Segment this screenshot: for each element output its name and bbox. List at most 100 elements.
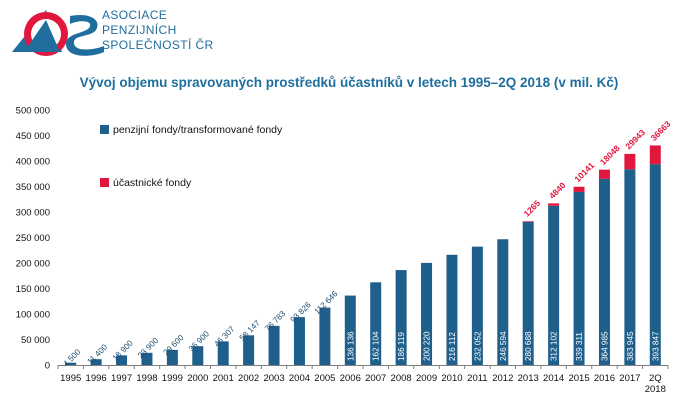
x-tick-label: 1996 <box>86 373 107 384</box>
y-tick-label: 500 000 <box>16 106 50 117</box>
x-tick-label: 2001 <box>213 373 234 384</box>
y-tick-label: 150 000 <box>16 284 50 295</box>
x-tick-label: 1997 <box>111 373 132 384</box>
organization-name: ASOCIACE PENZIJNÍCH SPOLEČNOSTÍ ČR <box>102 8 214 53</box>
bar-pension-funds <box>192 346 204 365</box>
x-tick-label: 2010 <box>441 373 462 384</box>
org-name-line1: ASOCIACE <box>102 8 168 22</box>
x-tick-label: 2018 <box>645 384 666 395</box>
y-tick-label: 50 000 <box>21 335 50 346</box>
y-tick-label: 350 000 <box>16 182 50 193</box>
x-axis-tick-marks <box>57 365 669 369</box>
x-tick-label: 2004 <box>289 373 310 384</box>
x-tick-label: 2014 <box>543 373 564 384</box>
bar-pension-funds <box>90 359 102 365</box>
y-tick-label: 400 000 <box>16 157 50 168</box>
bar-pension-funds <box>421 262 433 365</box>
bar-participant-funds <box>624 153 636 170</box>
bar-pension-funds <box>116 355 128 365</box>
value-label-pension-funds: 364 985 <box>600 331 609 361</box>
value-label-participant-funds: 29943 <box>623 127 647 151</box>
y-axis-tick-labels: 0 50 000 100 000 150 000 200 000 250 000 300 0… <box>16 106 50 372</box>
value-label-participant-funds: 36663 <box>649 119 673 143</box>
x-tick-label: 2012 <box>492 373 513 384</box>
value-label-pension-funds: 200 220 <box>423 331 432 361</box>
org-name-line2: PENZIJNÍCH <box>102 23 177 37</box>
value-label-participant-funds: 4840 <box>547 180 568 201</box>
x-tick-label: 2006 <box>340 373 361 384</box>
bar-participant-funds <box>649 145 661 165</box>
bar-pension-funds <box>141 352 153 365</box>
y-tick-label: 100 000 <box>16 310 50 321</box>
org-name-line3: SPOLEČNOSTÍ ČR <box>102 38 214 52</box>
bar-pension-funds <box>573 191 585 365</box>
value-label-pension-funds: 162 104 <box>372 331 381 361</box>
legend-swatch-participant-funds <box>100 178 109 187</box>
value-label-pension-funds: 383 945 <box>626 331 635 361</box>
x-tick-label: 2000 <box>187 373 208 384</box>
value-label-pension-funds: 136 136 <box>346 331 355 361</box>
x-tick-label: 1998 <box>136 373 157 384</box>
bar-pension-funds <box>243 335 255 365</box>
value-label-participant-funds: 18048 <box>598 143 622 167</box>
bar-pension-funds <box>268 325 280 365</box>
x-tick-label: 2007 <box>365 373 386 384</box>
legend-label-participant-funds: účastnické fondy <box>113 177 192 189</box>
x-tick-label: 2016 <box>594 373 615 384</box>
bar-pension-funds <box>65 362 77 365</box>
bar-pension-funds <box>471 246 483 365</box>
bar-pension-funds <box>293 317 305 365</box>
bar-pension-funds <box>370 282 382 365</box>
x-tick-label: 2009 <box>416 373 437 384</box>
y-tick-label: 300 000 <box>16 208 50 219</box>
legend-swatch-pension-funds <box>100 125 109 134</box>
y-tick-label: 450 000 <box>16 131 50 142</box>
x-tick-label: 1995 <box>60 373 81 384</box>
bar-participant-funds <box>548 203 560 206</box>
bar-pension-funds <box>166 349 178 365</box>
bar-pension-funds <box>548 205 560 365</box>
bar-pension-funds <box>319 307 331 365</box>
bars-group <box>65 145 661 365</box>
value-label-pension-funds: 280 688 <box>524 331 533 361</box>
y-tick-label: 250 000 <box>16 233 50 244</box>
bar-participant-funds <box>598 169 610 179</box>
bar-pension-funds <box>649 164 661 365</box>
x-tick-label: 1999 <box>162 373 183 384</box>
x-tick-label: 2002 <box>238 373 259 384</box>
bar-pension-funds <box>217 341 229 365</box>
bar-pension-funds <box>395 270 407 365</box>
x-tick-label: 2017 <box>619 373 640 384</box>
bar-pension-funds <box>522 221 534 365</box>
value-label-participant-funds: 10141 <box>572 160 596 184</box>
x-tick-label: 2013 <box>518 373 539 384</box>
legend: penzijní fondy/transformované fondy účast… <box>100 124 283 189</box>
bar-participant-funds <box>573 186 585 192</box>
value-label-pension-funds: 216 112 <box>448 332 457 361</box>
bar-pension-funds <box>497 239 509 365</box>
value-label-pension-funds: 186 119 <box>397 332 406 361</box>
x-tick-label: 2Q <box>649 373 662 384</box>
chart-title: Vývoj objemu spravovaných prostředků úča… <box>80 75 619 90</box>
bar-pension-funds <box>344 295 356 365</box>
y-tick-label: 200 000 <box>16 259 50 270</box>
x-tick-label: 2003 <box>263 373 284 384</box>
bar-pension-funds <box>598 178 610 365</box>
aps-logo <box>12 10 104 56</box>
bar-pension-funds <box>446 254 458 365</box>
bar-participant-funds <box>522 221 534 222</box>
legend-label-pension-funds: penzijní fondy/transformované fondy <box>113 124 283 136</box>
value-label-participant-funds: 1265 <box>522 198 543 219</box>
x-axis-tick-labels: 1995 1996 1997 1998 1999 2000 2001 2002 2003 2004… <box>60 373 666 395</box>
value-label-pension-funds: 312 102 <box>550 331 559 361</box>
x-tick-label: 2008 <box>391 373 412 384</box>
x-tick-label: 2011 <box>467 373 487 384</box>
value-label-pension-funds: 246 594 <box>499 331 508 361</box>
x-tick-label: 2005 <box>314 373 335 384</box>
value-label-pension-funds: 393 847 <box>651 331 660 361</box>
value-label-pension-funds: 339 311 <box>575 332 584 361</box>
bar-pension-funds <box>624 169 636 365</box>
x-tick-label: 2015 <box>568 373 589 384</box>
y-tick-label: 0 <box>45 361 50 372</box>
